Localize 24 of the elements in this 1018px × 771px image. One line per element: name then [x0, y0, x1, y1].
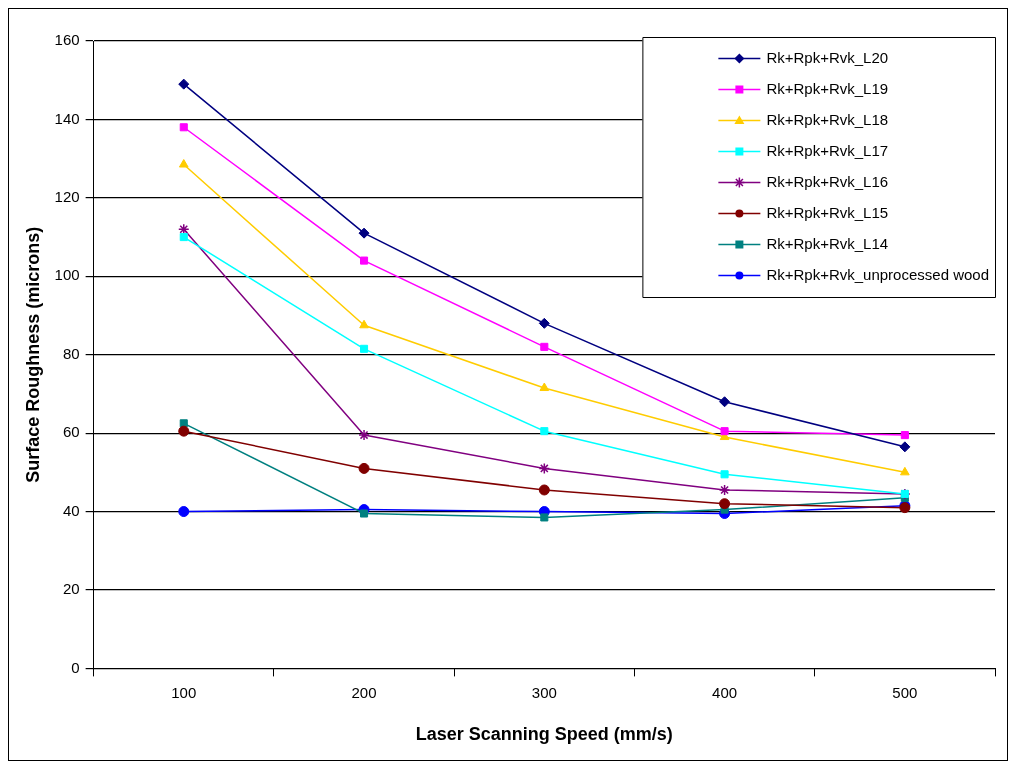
x-tick-label: 300 — [531, 683, 557, 701]
y-tick-label: 20 — [62, 580, 80, 598]
legend-label: Rk+Rpk+Rvk_L14 — [766, 234, 889, 252]
x-tick-label: 500 — [892, 683, 918, 701]
x-axis-title: Laser Scanning Speed (mm/s) — [415, 724, 673, 745]
y-tick-label: 120 — [54, 187, 80, 205]
y-tick-label: 140 — [54, 109, 80, 127]
y-axis-title: Surface Roughness (microns) — [22, 226, 43, 483]
y-tick-label: 0 — [71, 658, 80, 676]
y-tick-label: 100 — [54, 266, 80, 284]
y-tick-label: 40 — [62, 501, 80, 519]
legend-label: Rk+Rpk+Rvk_L15 — [766, 203, 889, 221]
legend-label: Rk+Rpk+Rvk_L18 — [766, 110, 889, 128]
x-tick-label: 200 — [351, 683, 377, 701]
legend-label: Rk+Rpk+Rvk_L19 — [766, 79, 889, 97]
x-tick-label: 100 — [171, 683, 197, 701]
y-tick-label: 160 — [54, 31, 80, 49]
x-tick-label: 400 — [712, 683, 738, 701]
legend-label: Rk+Rpk+Rvk_L17 — [766, 141, 889, 159]
y-tick-label: 60 — [62, 423, 80, 441]
y-tick-label: 80 — [62, 344, 80, 362]
legend-label: Rk+Rpk+Rvk_L16 — [766, 172, 889, 190]
legend-label: Rk+Rpk+Rvk_L20 — [766, 48, 889, 66]
legend-label: Rk+Rpk+Rvk_unprocessed wood — [766, 265, 990, 283]
